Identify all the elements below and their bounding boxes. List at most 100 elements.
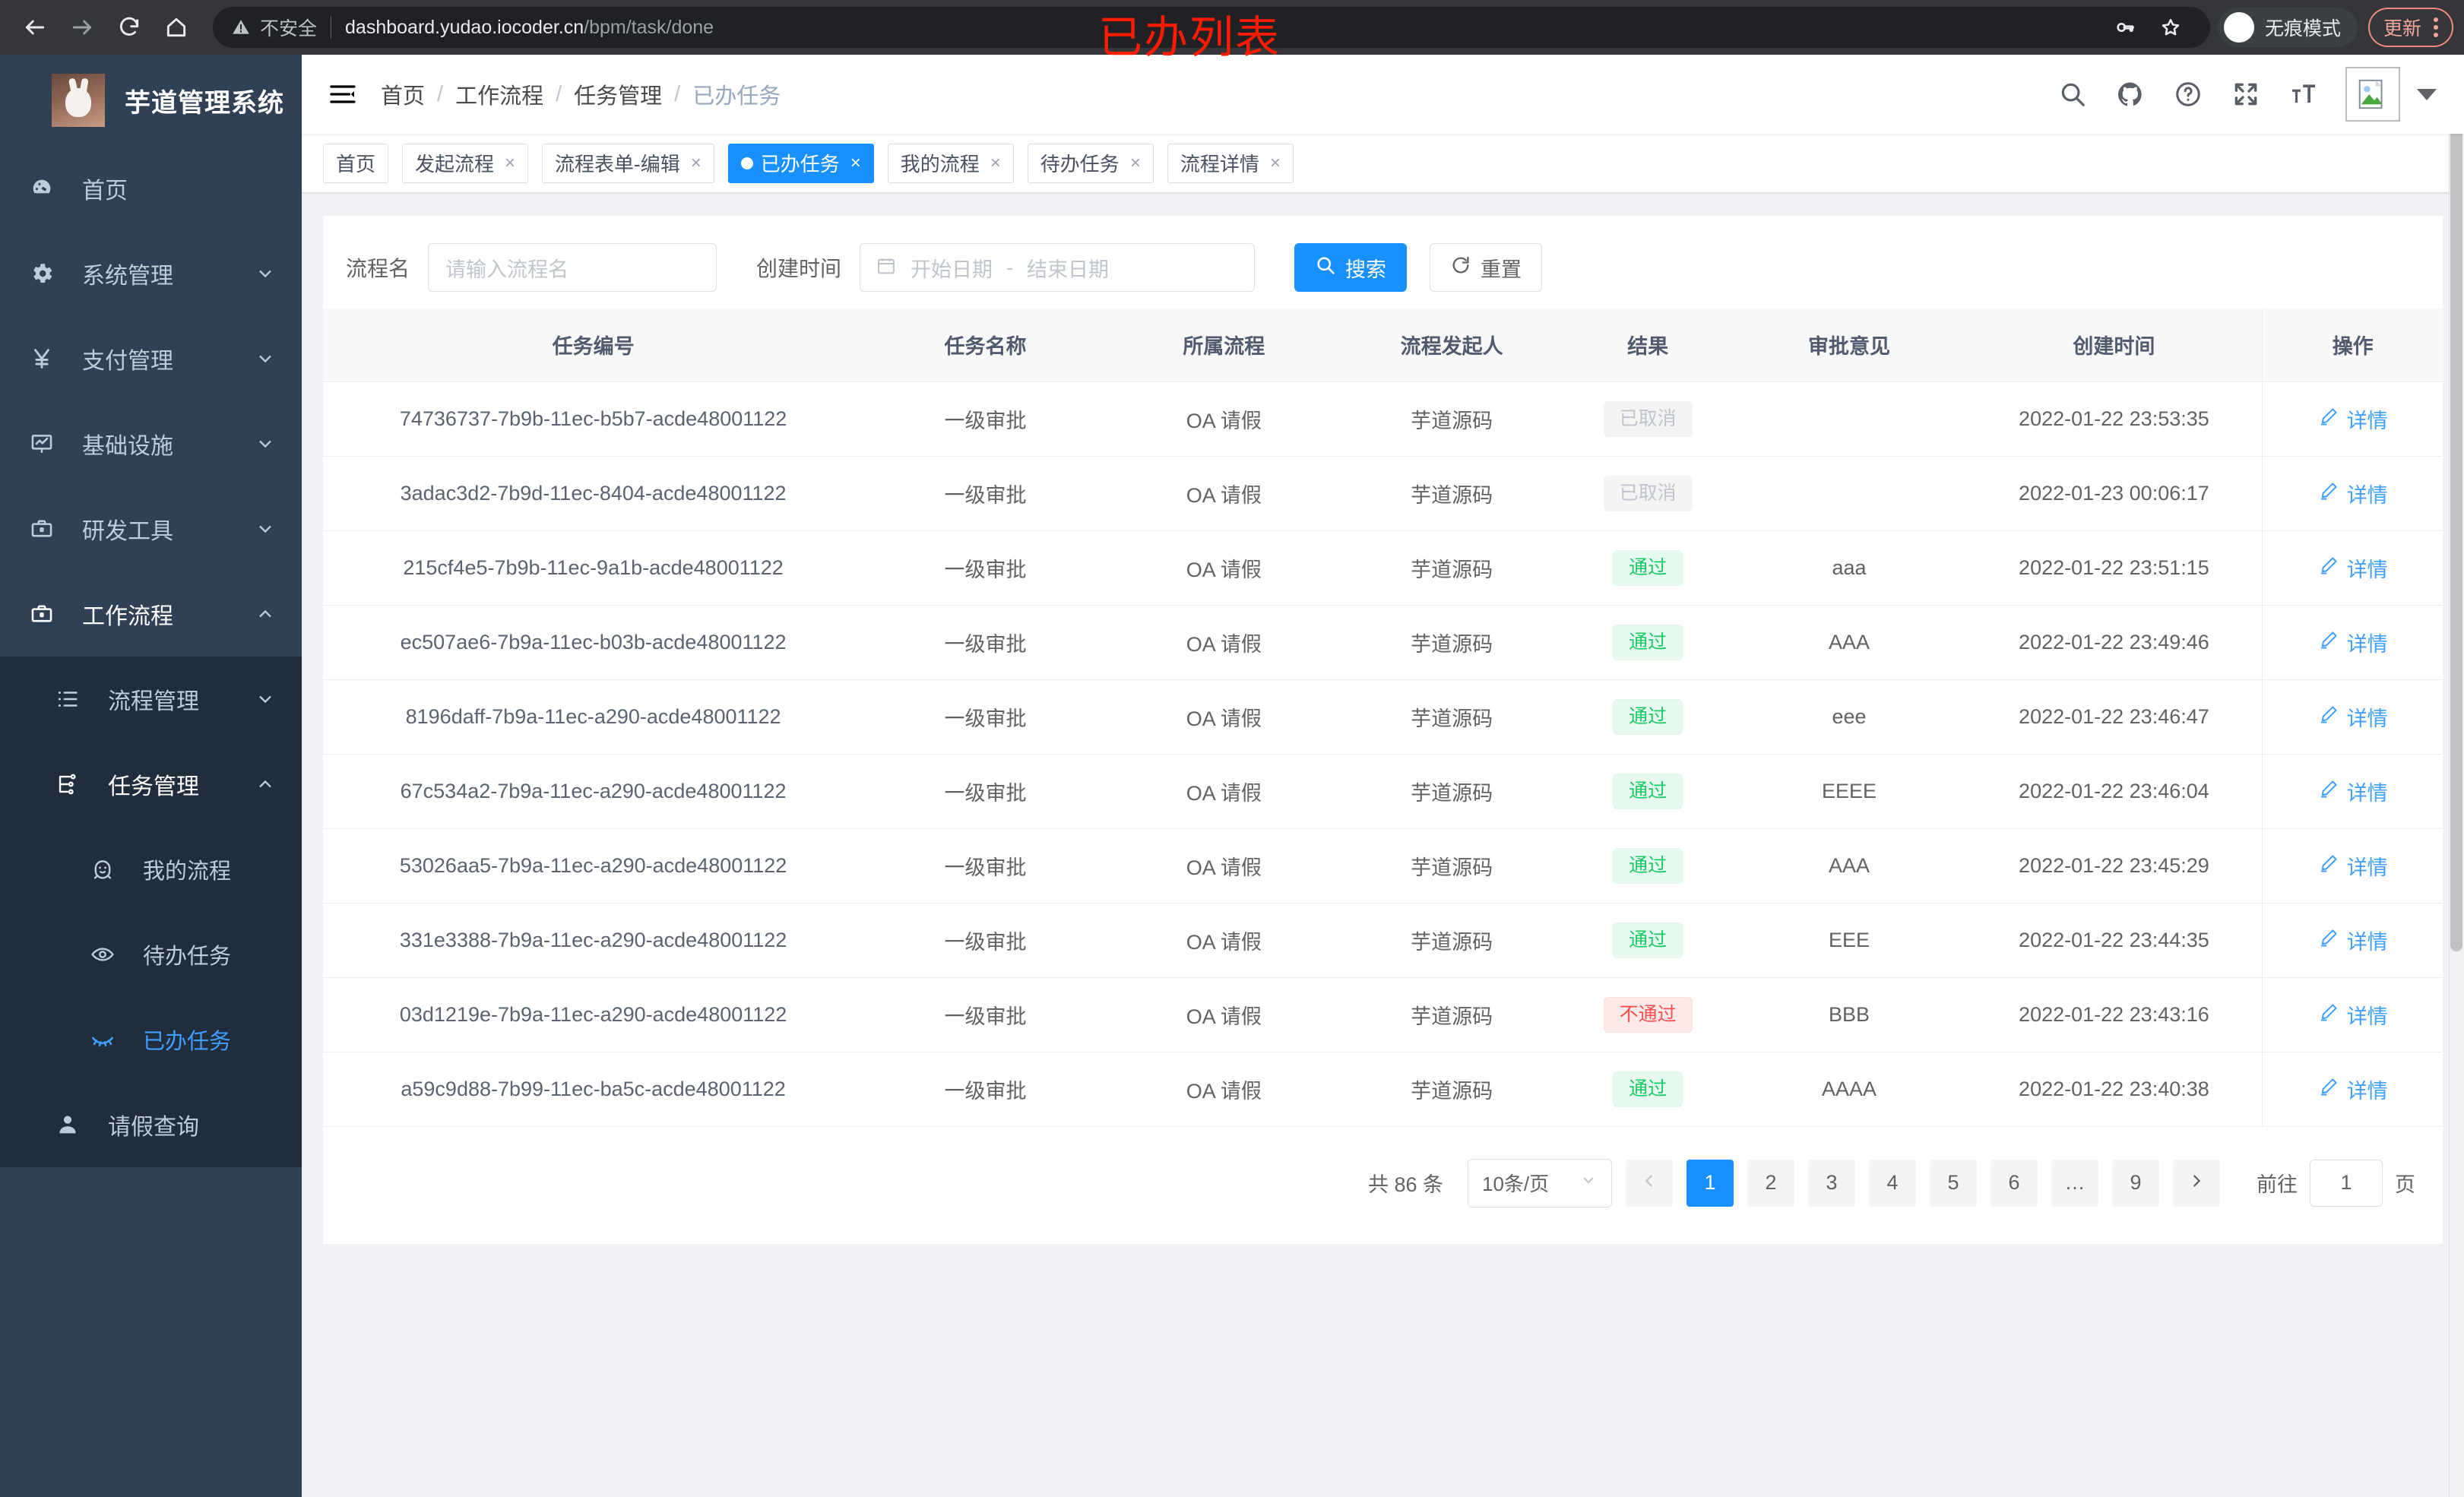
sidebar-item-todo-tasks[interactable]: 待办任务 — [0, 912, 302, 997]
sidebar-item-workflow[interactable]: 工作流程 — [0, 571, 302, 657]
sidebar-item-leave-query[interactable]: 请假查询 — [0, 1082, 302, 1167]
sidebar-item-done-tasks[interactable]: 已办任务 — [0, 997, 302, 1082]
breadcrumb-item-task-management[interactable]: 任务管理 — [574, 84, 663, 109]
sidebar-item-devtools[interactable]: 研发工具 — [0, 486, 302, 571]
table-row[interactable]: a59c9d88-7b99-11ec-ba5c-acde48001122 一级审批… — [323, 1052, 2443, 1127]
page-scrollbar[interactable] — [2449, 55, 2464, 1497]
sidebar-item-label: 支付管理 — [82, 349, 173, 374]
table-row[interactable]: 215cf4e5-7b9b-11ec-9a1b-acde48001122 一级审批… — [323, 530, 2443, 606]
close-icon[interactable]: × — [850, 152, 861, 173]
key-icon[interactable] — [2104, 6, 2146, 49]
tab-start-process[interactable]: 发起流程 × — [402, 143, 529, 183]
security-indicator[interactable]: 不安全 — [231, 14, 317, 41]
search-button[interactable]: 搜索 — [1294, 243, 1408, 292]
address-bar[interactable]: 不安全 dashboard.yudao.iocoder.cn/bpm/task/… — [213, 7, 2210, 48]
cell-comment — [1732, 456, 1966, 531]
detail-link[interactable]: 详情 — [2318, 479, 2388, 508]
detail-link-label: 详情 — [2346, 781, 2388, 805]
status-badge: 通过 — [1613, 773, 1683, 809]
sidebar-item-infrastructure[interactable]: 基础设施 — [0, 401, 302, 486]
jump-page-input[interactable]: 1 — [2310, 1159, 2383, 1207]
sidebar-item-system[interactable]: 系统管理 — [0, 231, 302, 316]
close-icon[interactable]: × — [505, 152, 516, 173]
reset-button[interactable]: 重置 — [1430, 243, 1543, 292]
reload-icon[interactable] — [108, 6, 150, 49]
page-button-9[interactable]: 9 — [2112, 1159, 2159, 1207]
sidebar-item-my-process[interactable]: 我的流程 — [0, 827, 302, 912]
table-row[interactable]: 8196daff-7b9a-11ec-a290-acde48001122 一级审批… — [323, 679, 2443, 755]
detail-link[interactable]: 详情 — [2318, 628, 2388, 657]
page-button-5[interactable]: 5 — [1930, 1159, 1977, 1207]
chevron-left-icon — [1641, 1171, 1658, 1195]
back-arrow-icon[interactable] — [14, 6, 56, 49]
close-icon[interactable]: × — [1129, 152, 1141, 173]
table-row[interactable]: 3adac3d2-7b9d-11ec-8404-acde48001122 一级审批… — [323, 456, 2443, 531]
home-icon[interactable] — [155, 6, 198, 49]
incognito-badge[interactable]: 无痕模式 — [2217, 8, 2358, 47]
table-row[interactable]: ec507ae6-7b9a-11ec-b03b-acde48001122 一级审批… — [323, 605, 2443, 680]
close-icon[interactable]: × — [690, 152, 702, 173]
scrollbar-thumb[interactable] — [2450, 55, 2462, 951]
created-time-range-picker[interactable]: 开始日期 - 结束日期 — [860, 243, 1256, 292]
forward-arrow-icon[interactable] — [61, 6, 103, 49]
sidebar-item-home[interactable]: 首页 — [0, 146, 302, 231]
tab-my-process[interactable]: 我的流程 × — [887, 143, 1014, 183]
tab-home[interactable]: 首页 — [323, 143, 389, 183]
detail-link[interactable]: 详情 — [2318, 1000, 2388, 1030]
process-name-input[interactable]: 请输入流程名 — [428, 243, 717, 292]
close-icon[interactable]: × — [990, 152, 1001, 173]
cell-starter: 芋道源码 — [1340, 754, 1563, 829]
prev-page-button[interactable] — [1626, 1159, 1673, 1207]
sidebar-item-payment[interactable]: 支付管理 — [0, 316, 302, 401]
help-circle-icon[interactable] — [2172, 78, 2204, 110]
user-menu[interactable] — [2345, 67, 2437, 122]
table-row[interactable]: 331e3388-7b9a-11ec-a290-acde48001122 一级审批… — [323, 903, 2443, 978]
pagination: 共 86 条 10条/页 1 2 3 4 — [323, 1127, 2443, 1244]
table-row[interactable]: 03d1219e-7b9a-11ec-a290-acde48001122 一级审批… — [323, 977, 2443, 1052]
sidebar-logo[interactable]: 芋道管理系统 — [0, 55, 302, 146]
close-icon[interactable]: × — [1269, 152, 1281, 173]
page-size-select[interactable]: 10条/页 — [1468, 1158, 1612, 1207]
breadcrumb-item-workflow[interactable]: 工作流程 — [455, 84, 544, 109]
col-result: 结果 — [1563, 309, 1733, 382]
page-button-4[interactable]: 4 — [1869, 1159, 1916, 1207]
breadcrumb-item-home[interactable]: 首页 — [381, 84, 426, 109]
github-icon[interactable] — [2114, 78, 2146, 110]
detail-link[interactable]: 详情 — [2318, 1074, 2388, 1104]
page-button-3[interactable]: 3 — [1808, 1159, 1855, 1207]
page-button-2[interactable]: 2 — [1747, 1159, 1794, 1207]
detail-link[interactable]: 详情 — [2318, 777, 2388, 806]
annotation-overlay: 已办列表 — [1098, 11, 1281, 63]
col-process: 所属流程 — [1107, 309, 1341, 382]
next-page-button[interactable] — [2173, 1159, 2220, 1207]
fullscreen-icon[interactable] — [2230, 78, 2262, 110]
page-button-6[interactable]: 6 — [1991, 1159, 2038, 1207]
hamburger-icon[interactable] — [302, 79, 381, 109]
tab-todo-tasks[interactable]: 待办任务 × — [1027, 143, 1154, 183]
tab-done-tasks[interactable]: 已办任务 × — [727, 143, 874, 183]
table-row[interactable]: 74736737-7b9b-11ec-b5b7-acde48001122 一级审批… — [323, 381, 2443, 457]
omnibox-actions — [2104, 6, 2192, 49]
tab-process-form-edit[interactable]: 流程表单-编辑 × — [542, 143, 714, 183]
detail-link[interactable]: 详情 — [2318, 926, 2388, 955]
page-size-label: 10条/页 — [1482, 1173, 1550, 1195]
font-size-icon[interactable] — [2288, 78, 2320, 110]
star-icon[interactable] — [2149, 6, 2192, 49]
page-button-1[interactable]: 1 — [1686, 1159, 1734, 1207]
update-button[interactable]: 更新 — [2367, 8, 2453, 47]
table-row[interactable]: 53026aa5-7b9a-11ec-a290-acde48001122 一级审批… — [323, 828, 2443, 904]
caret-down-icon[interactable] — [2417, 88, 2437, 100]
sidebar-item-process-management[interactable]: 流程管理 — [0, 657, 302, 742]
kebab-menu-icon[interactable] — [2434, 17, 2438, 37]
detail-link[interactable]: 详情 — [2318, 553, 2388, 583]
sidebar-item-task-management[interactable]: 任务管理 — [0, 742, 302, 827]
table-row[interactable]: 67c534a2-7b9a-11ec-a290-acde48001122 一级审批… — [323, 754, 2443, 829]
sidebar-item-label: 基础设施 — [82, 434, 173, 459]
detail-link[interactable]: 详情 — [2318, 404, 2388, 434]
detail-link[interactable]: 详情 — [2318, 702, 2388, 732]
search-icon[interactable] — [2057, 78, 2089, 110]
breadcrumb-separator: / — [674, 81, 681, 106]
detail-link[interactable]: 详情 — [2318, 851, 2388, 881]
page-ellipsis[interactable]: … — [2051, 1159, 2098, 1207]
tab-process-detail[interactable]: 流程详情 × — [1167, 143, 1294, 183]
